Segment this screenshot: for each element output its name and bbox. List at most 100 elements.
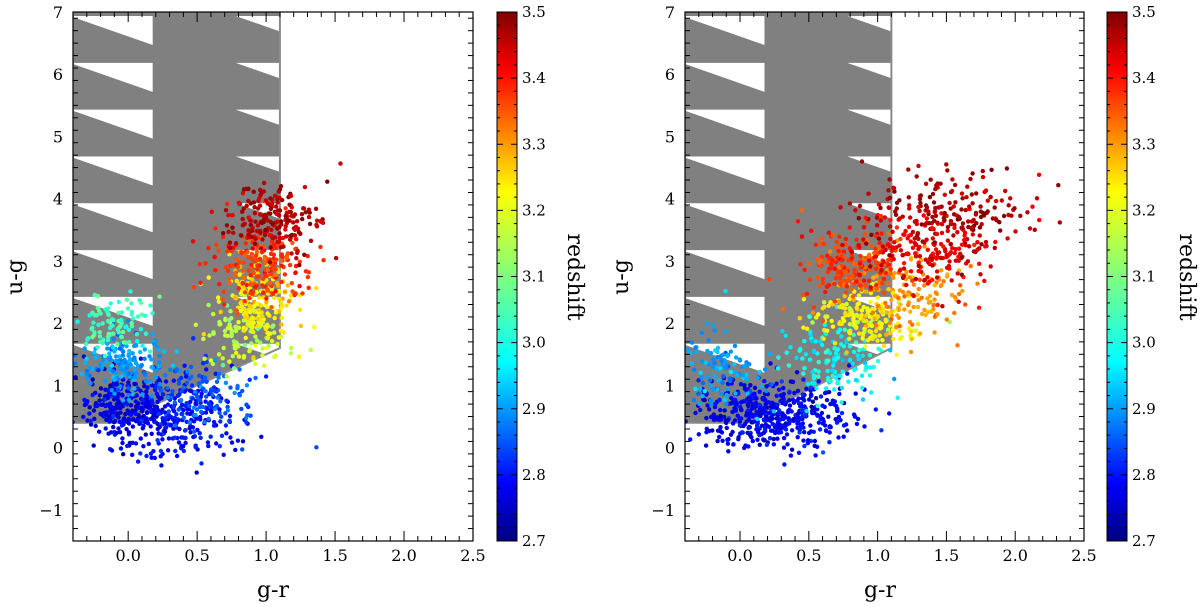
right-point: [702, 389, 707, 394]
right-point: [725, 386, 730, 392]
right-point: [749, 420, 754, 425]
right-point: [732, 370, 738, 375]
left-colorbar-tick-label: 2.9: [522, 400, 546, 418]
right-point: [820, 318, 826, 323]
left-point: [263, 198, 269, 203]
right-point: [939, 222, 945, 227]
right-point: [718, 413, 723, 419]
right-point: [861, 225, 867, 230]
left-y-tick-label: 0: [53, 439, 63, 458]
left-point: [333, 255, 339, 261]
right-point: [935, 302, 940, 308]
right-point: [750, 392, 755, 397]
left-point: [92, 292, 98, 298]
right-point: [934, 231, 940, 237]
left-point: [216, 248, 221, 253]
left-point: [267, 281, 273, 286]
left-point: [217, 410, 222, 416]
right-point: [857, 272, 862, 278]
left-point: [208, 389, 213, 394]
left-point: [142, 371, 147, 376]
left-point: [235, 312, 241, 317]
right-point: [825, 253, 830, 258]
right-point: [952, 250, 957, 256]
right-point: [787, 398, 792, 403]
right-point: [847, 246, 853, 251]
right-point: [979, 242, 984, 247]
right-plot-frame: [684, 11, 1085, 542]
left-point: [126, 386, 131, 391]
left-panel: g-r u-g redshift 0.0 0.5 1.0 1.5 2.0 2.5−1012…: [3, 3, 587, 603]
right-point: [851, 349, 857, 355]
right-point: [1037, 217, 1042, 223]
left-point: [298, 231, 303, 236]
right-point: [888, 267, 893, 272]
right-point: [906, 167, 911, 172]
right-point: [825, 314, 830, 319]
right-point: [757, 442, 762, 447]
left-point: [243, 186, 249, 192]
left-point: [126, 327, 132, 332]
right-point: [863, 344, 868, 349]
left-point: [285, 217, 290, 223]
left-point: [134, 332, 139, 337]
right-point: [837, 391, 842, 397]
right-point: [801, 297, 806, 302]
right-point: [947, 266, 952, 271]
left-point: [252, 241, 258, 246]
right-point: [879, 231, 884, 236]
right-point: [803, 413, 808, 418]
left-point: [199, 461, 204, 466]
right-point: [816, 369, 821, 374]
right-point: [864, 289, 869, 294]
right-point: [851, 332, 856, 338]
right-point: [935, 251, 940, 256]
left-point: [128, 412, 133, 417]
left-point: [279, 279, 284, 285]
right-point: [853, 377, 859, 383]
left-point: [229, 440, 235, 445]
right-colorbar-tick-label: 2.8: [1132, 466, 1156, 484]
right-point: [821, 336, 826, 341]
left-point: [241, 260, 247, 265]
left-point: [65, 393, 69, 397]
left-colorbar-label: redshift: [562, 233, 587, 320]
right-point: [927, 194, 933, 200]
left-point: [183, 374, 189, 379]
right-point: [763, 418, 768, 423]
right-point: [895, 395, 900, 400]
right-point: [823, 289, 828, 295]
left-point: [220, 363, 226, 368]
right-point: [932, 218, 937, 223]
left-point: [318, 244, 323, 250]
right-point: [729, 395, 734, 401]
right-point: [820, 416, 825, 422]
left-point: [236, 320, 241, 325]
right-point: [939, 230, 945, 236]
right-point: [744, 360, 749, 365]
right-point: [731, 442, 736, 447]
left-point: [130, 424, 136, 429]
right-point: [810, 369, 815, 375]
left-point: [206, 443, 211, 449]
left-point: [181, 385, 186, 390]
right-point: [904, 282, 909, 288]
left-point: [272, 315, 277, 321]
left-point: [90, 377, 95, 382]
left-point: [214, 403, 220, 409]
right-point: [712, 374, 717, 379]
right-point: [851, 315, 856, 320]
left-point: [293, 224, 299, 229]
right-point: [945, 272, 950, 277]
left-point: [165, 448, 171, 453]
right-point: [873, 246, 878, 251]
left-point: [251, 270, 256, 276]
left-point: [240, 209, 245, 214]
right-point: [945, 238, 951, 243]
left-point: [306, 214, 312, 220]
right-point: [742, 386, 748, 391]
left-point: [254, 290, 259, 295]
right-point: [923, 257, 928, 262]
left-point: [88, 381, 93, 386]
right-point: [956, 291, 962, 297]
